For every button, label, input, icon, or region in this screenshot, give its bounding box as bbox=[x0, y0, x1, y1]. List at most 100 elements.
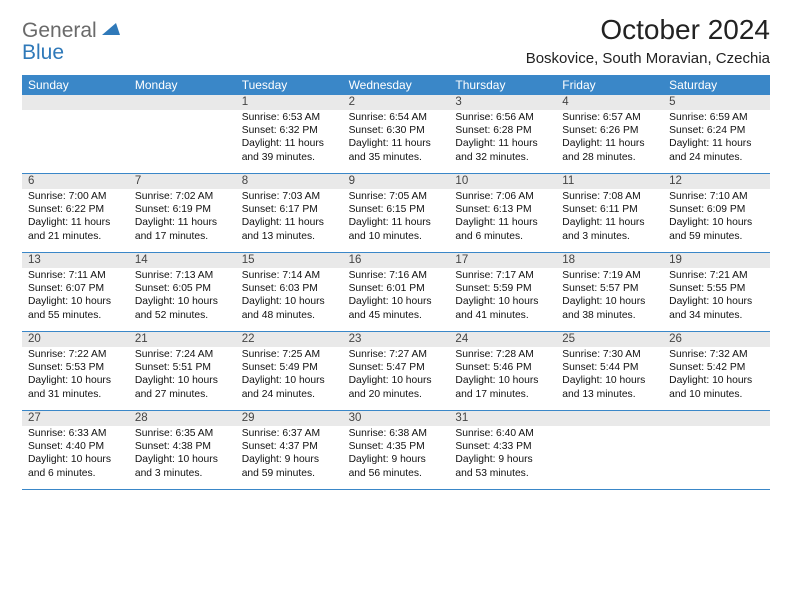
sunrise-text: Sunrise: 7:14 AM bbox=[242, 269, 337, 282]
day-number bbox=[22, 95, 129, 110]
cell-body: Sunrise: 7:11 AMSunset: 6:07 PMDaylight:… bbox=[22, 268, 129, 326]
day-number: 22 bbox=[236, 332, 343, 347]
calendar-cell: 15Sunrise: 7:14 AMSunset: 6:03 PMDayligh… bbox=[236, 253, 343, 331]
sunset-text: Sunset: 6:15 PM bbox=[349, 203, 444, 216]
day-number: 18 bbox=[556, 253, 663, 268]
day-number bbox=[129, 95, 236, 110]
day-number: 21 bbox=[129, 332, 236, 347]
sunset-text: Sunset: 6:07 PM bbox=[28, 282, 123, 295]
sunrise-text: Sunrise: 7:25 AM bbox=[242, 348, 337, 361]
day-number: 31 bbox=[449, 411, 556, 426]
daylight-text: Daylight: 10 hours and 59 minutes. bbox=[669, 216, 764, 242]
sunset-text: Sunset: 5:49 PM bbox=[242, 361, 337, 374]
sunset-text: Sunset: 6:24 PM bbox=[669, 124, 764, 137]
day-header-wed: Wednesday bbox=[343, 75, 450, 95]
daylight-text: Daylight: 10 hours and 48 minutes. bbox=[242, 295, 337, 321]
sunrise-text: Sunrise: 7:06 AM bbox=[455, 190, 550, 203]
daylight-text: Daylight: 11 hours and 13 minutes. bbox=[242, 216, 337, 242]
daylight-text: Daylight: 10 hours and 24 minutes. bbox=[242, 374, 337, 400]
calendar-cell: 25Sunrise: 7:30 AMSunset: 5:44 PMDayligh… bbox=[556, 332, 663, 410]
cell-body: Sunrise: 6:59 AMSunset: 6:24 PMDaylight:… bbox=[663, 110, 770, 168]
sunset-text: Sunset: 4:33 PM bbox=[455, 440, 550, 453]
cell-body: Sunrise: 6:56 AMSunset: 6:28 PMDaylight:… bbox=[449, 110, 556, 168]
sunset-text: Sunset: 6:05 PM bbox=[135, 282, 230, 295]
day-header-thu: Thursday bbox=[449, 75, 556, 95]
calendar-cell: 27Sunrise: 6:33 AMSunset: 4:40 PMDayligh… bbox=[22, 411, 129, 489]
sunrise-text: Sunrise: 7:21 AM bbox=[669, 269, 764, 282]
sunrise-text: Sunrise: 7:05 AM bbox=[349, 190, 444, 203]
sunset-text: Sunset: 5:51 PM bbox=[135, 361, 230, 374]
calendar-cell: 8Sunrise: 7:03 AMSunset: 6:17 PMDaylight… bbox=[236, 174, 343, 252]
calendar-cell: 13Sunrise: 7:11 AMSunset: 6:07 PMDayligh… bbox=[22, 253, 129, 331]
location-label: Boskovice, South Moravian, Czechia bbox=[526, 50, 770, 67]
daylight-text: Daylight: 11 hours and 17 minutes. bbox=[135, 216, 230, 242]
daylight-text: Daylight: 10 hours and 34 minutes. bbox=[669, 295, 764, 321]
sunrise-text: Sunrise: 6:38 AM bbox=[349, 427, 444, 440]
calendar-cell: 16Sunrise: 7:16 AMSunset: 6:01 PMDayligh… bbox=[343, 253, 450, 331]
daylight-text: Daylight: 10 hours and 27 minutes. bbox=[135, 374, 230, 400]
calendar-cell: 9Sunrise: 7:05 AMSunset: 6:15 PMDaylight… bbox=[343, 174, 450, 252]
calendar-cell: 24Sunrise: 7:28 AMSunset: 5:46 PMDayligh… bbox=[449, 332, 556, 410]
daylight-text: Daylight: 10 hours and 10 minutes. bbox=[669, 374, 764, 400]
sunset-text: Sunset: 6:26 PM bbox=[562, 124, 657, 137]
day-header-sat: Saturday bbox=[663, 75, 770, 95]
sunrise-text: Sunrise: 7:30 AM bbox=[562, 348, 657, 361]
calendar-week: 1Sunrise: 6:53 AMSunset: 6:32 PMDaylight… bbox=[22, 95, 770, 174]
cell-body: Sunrise: 7:03 AMSunset: 6:17 PMDaylight:… bbox=[236, 189, 343, 247]
day-number: 24 bbox=[449, 332, 556, 347]
sunset-text: Sunset: 6:11 PM bbox=[562, 203, 657, 216]
day-number: 14 bbox=[129, 253, 236, 268]
cell-body: Sunrise: 7:06 AMSunset: 6:13 PMDaylight:… bbox=[449, 189, 556, 247]
daylight-text: Daylight: 10 hours and 41 minutes. bbox=[455, 295, 550, 321]
sunrise-text: Sunrise: 7:03 AM bbox=[242, 190, 337, 203]
day-number bbox=[556, 411, 663, 426]
sunset-text: Sunset: 4:40 PM bbox=[28, 440, 123, 453]
day-number: 28 bbox=[129, 411, 236, 426]
sunrise-text: Sunrise: 6:54 AM bbox=[349, 111, 444, 124]
daylight-text: Daylight: 9 hours and 53 minutes. bbox=[455, 453, 550, 479]
calendar-cell bbox=[663, 411, 770, 489]
cell-body: Sunrise: 7:21 AMSunset: 5:55 PMDaylight:… bbox=[663, 268, 770, 326]
cell-body: Sunrise: 7:17 AMSunset: 5:59 PMDaylight:… bbox=[449, 268, 556, 326]
sunrise-text: Sunrise: 7:02 AM bbox=[135, 190, 230, 203]
day-number: 1 bbox=[236, 95, 343, 110]
calendar-week: 13Sunrise: 7:11 AMSunset: 6:07 PMDayligh… bbox=[22, 253, 770, 332]
cell-body: Sunrise: 7:24 AMSunset: 5:51 PMDaylight:… bbox=[129, 347, 236, 405]
calendar-cell: 31Sunrise: 6:40 AMSunset: 4:33 PMDayligh… bbox=[449, 411, 556, 489]
calendar-cell: 3Sunrise: 6:56 AMSunset: 6:28 PMDaylight… bbox=[449, 95, 556, 173]
cell-body bbox=[129, 110, 236, 115]
sunset-text: Sunset: 5:55 PM bbox=[669, 282, 764, 295]
daylight-text: Daylight: 10 hours and 13 minutes. bbox=[562, 374, 657, 400]
logo-word1: General bbox=[22, 19, 97, 42]
calendar-cell: 30Sunrise: 6:38 AMSunset: 4:35 PMDayligh… bbox=[343, 411, 450, 489]
calendar-cell: 22Sunrise: 7:25 AMSunset: 5:49 PMDayligh… bbox=[236, 332, 343, 410]
sunrise-text: Sunrise: 7:11 AM bbox=[28, 269, 123, 282]
sunrise-text: Sunrise: 6:59 AM bbox=[669, 111, 764, 124]
calendar-cell: 4Sunrise: 6:57 AMSunset: 6:26 PMDaylight… bbox=[556, 95, 663, 173]
cell-body: Sunrise: 7:10 AMSunset: 6:09 PMDaylight:… bbox=[663, 189, 770, 247]
cell-body: Sunrise: 7:13 AMSunset: 6:05 PMDaylight:… bbox=[129, 268, 236, 326]
daylight-text: Daylight: 10 hours and 3 minutes. bbox=[135, 453, 230, 479]
day-number: 27 bbox=[22, 411, 129, 426]
logo-triangle-icon bbox=[102, 23, 120, 37]
calendar-weeks: 1Sunrise: 6:53 AMSunset: 6:32 PMDaylight… bbox=[22, 95, 770, 490]
cell-body: Sunrise: 7:08 AMSunset: 6:11 PMDaylight:… bbox=[556, 189, 663, 247]
day-number: 17 bbox=[449, 253, 556, 268]
day-number: 19 bbox=[663, 253, 770, 268]
sunset-text: Sunset: 5:57 PM bbox=[562, 282, 657, 295]
daylight-text: Daylight: 11 hours and 24 minutes. bbox=[669, 137, 764, 163]
day-number: 5 bbox=[663, 95, 770, 110]
calendar-cell: 10Sunrise: 7:06 AMSunset: 6:13 PMDayligh… bbox=[449, 174, 556, 252]
sunset-text: Sunset: 4:38 PM bbox=[135, 440, 230, 453]
sunset-text: Sunset: 6:28 PM bbox=[455, 124, 550, 137]
day-number: 16 bbox=[343, 253, 450, 268]
daylight-text: Daylight: 11 hours and 35 minutes. bbox=[349, 137, 444, 163]
calendar-week: 20Sunrise: 7:22 AMSunset: 5:53 PMDayligh… bbox=[22, 332, 770, 411]
sunset-text: Sunset: 5:44 PM bbox=[562, 361, 657, 374]
sunrise-text: Sunrise: 7:27 AM bbox=[349, 348, 444, 361]
calendar-cell: 12Sunrise: 7:10 AMSunset: 6:09 PMDayligh… bbox=[663, 174, 770, 252]
day-number: 2 bbox=[343, 95, 450, 110]
calendar-cell: 19Sunrise: 7:21 AMSunset: 5:55 PMDayligh… bbox=[663, 253, 770, 331]
calendar-cell: 17Sunrise: 7:17 AMSunset: 5:59 PMDayligh… bbox=[449, 253, 556, 331]
daylight-text: Daylight: 11 hours and 39 minutes. bbox=[242, 137, 337, 163]
